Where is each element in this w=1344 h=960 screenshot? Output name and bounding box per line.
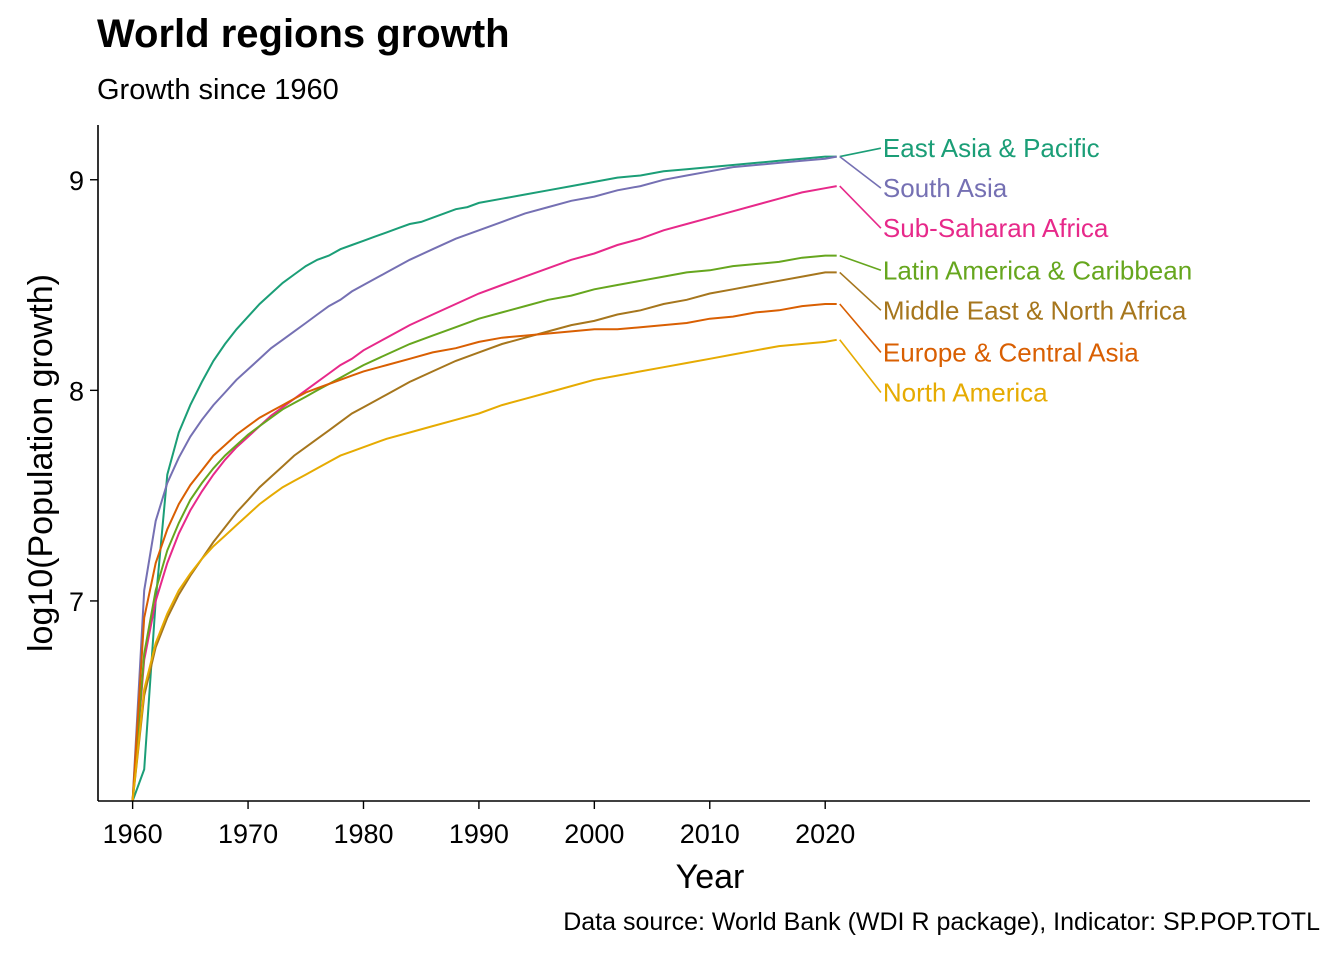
series-line <box>131 155 837 802</box>
y-tick-label: 7 <box>69 587 84 617</box>
series-line <box>131 303 837 802</box>
series-line <box>131 185 837 802</box>
y-tick-label: 9 <box>69 166 84 196</box>
x-tick-label: 2020 <box>795 819 855 849</box>
chart-title: World regions growth <box>97 12 510 56</box>
series-layer: East Asia & Pacific South Asia Sub-Saharan… <box>131 133 1192 802</box>
y-ticks: 7 8 9 <box>69 166 98 617</box>
x-axis-title: Year <box>676 858 745 896</box>
series-label: South Asia <box>883 173 1008 203</box>
series-label: East Asia & Pacific <box>883 133 1100 163</box>
series-line <box>131 271 837 802</box>
series-label-leader <box>839 155 882 189</box>
series-line <box>131 254 837 802</box>
y-tick-label: 8 <box>69 376 84 406</box>
x-tick-label: 1970 <box>218 819 278 849</box>
x-tick-label: 2000 <box>564 819 624 849</box>
series-label-leader <box>839 339 882 393</box>
series-label: North America <box>883 377 1048 407</box>
x-tick-label: 1990 <box>449 819 509 849</box>
series-line <box>131 338 837 802</box>
chart-subtitle: Growth since 1960 <box>97 74 339 106</box>
series-label-leader <box>839 303 882 353</box>
x-tick-label: 1980 <box>333 819 393 849</box>
x-ticks: 1960 1970 1980 1990 2000 2010 2020 <box>103 801 855 849</box>
x-tick-label: 2010 <box>680 819 740 849</box>
series-line <box>131 155 837 802</box>
series-label-leader <box>839 185 882 229</box>
series-label: Sub-Saharan Africa <box>883 213 1109 243</box>
x-tick-label: 1960 <box>103 819 163 849</box>
series-label-leader <box>839 147 882 158</box>
chart-caption: Data source: World Bank (WDI R package),… <box>563 908 1320 936</box>
series-label-leader <box>839 271 882 311</box>
series-label: Middle East & North Africa <box>883 295 1187 325</box>
series-label: Europe & Central Asia <box>883 337 1139 367</box>
y-axis-title: log10(Population growth) <box>22 274 60 652</box>
series-label: Latin America & Caribbean <box>883 255 1192 285</box>
series-label-leader <box>839 254 882 272</box>
